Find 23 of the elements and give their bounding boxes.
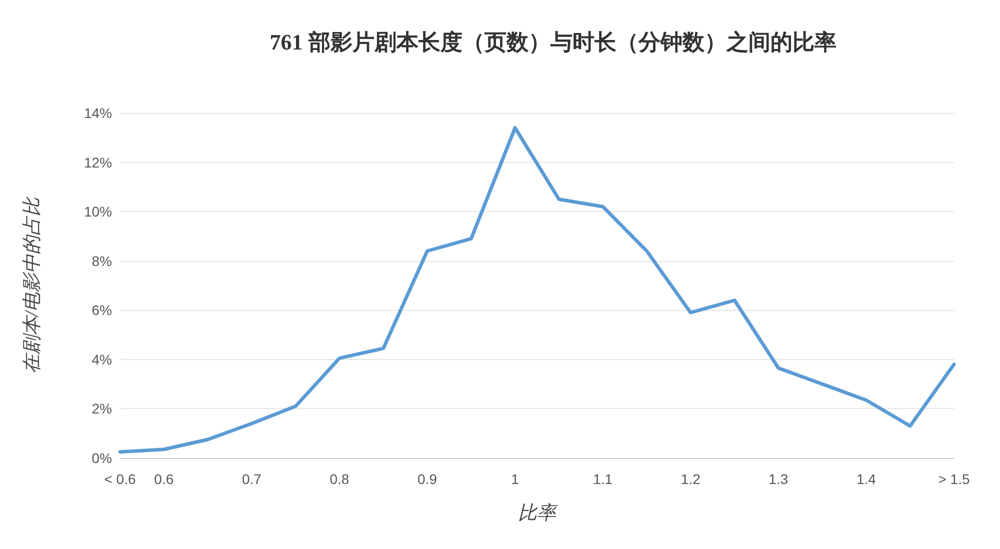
x-tick-label: 1.4 — [856, 471, 876, 487]
chart-title: 761 部影片剧本长度（页数）与时长（分钟数）之间的比率 — [270, 30, 836, 54]
y-tick-label: 2% — [92, 400, 112, 417]
x-tick-label: 0.7 — [242, 471, 262, 487]
x-tick-label: 1.3 — [768, 471, 788, 487]
x-tick-label: 1.1 — [593, 471, 613, 487]
y-tick-label: 14% — [84, 105, 112, 121]
y-tick-label: 12% — [84, 154, 112, 170]
x-tick-label: 0.8 — [330, 471, 350, 487]
y-tick-label: 0% — [92, 450, 112, 466]
y-tick-label: 6% — [92, 302, 112, 318]
line-series — [118, 126, 956, 454]
y-tick-label: 10% — [84, 204, 112, 220]
y-tick-label: 8% — [92, 252, 112, 269]
x-tick-label: > 1.5 — [938, 471, 970, 487]
x-tick-label: < 0.6 — [104, 471, 136, 487]
x-tick-label: 1 — [511, 471, 520, 487]
x-tick-label: 0.9 — [418, 471, 438, 487]
x-tick-label: 1.2 — [680, 471, 701, 487]
y-axis-title: 在剧本/电影中的占比 — [22, 196, 43, 374]
x-axis-title: 比率 — [518, 502, 558, 524]
y-tick-label: 4% — [92, 351, 112, 368]
x-tick-label: 0.6 — [154, 471, 174, 487]
